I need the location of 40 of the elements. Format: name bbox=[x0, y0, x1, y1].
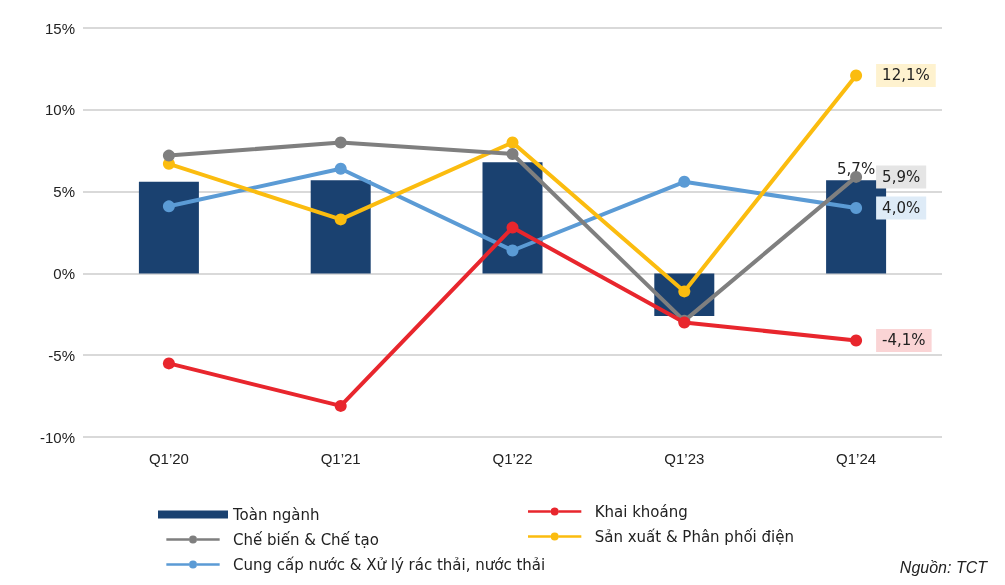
x-tick-label: Q1’24 bbox=[836, 450, 877, 467]
legend-label: Toàn ngành bbox=[232, 505, 320, 524]
point bbox=[162, 200, 175, 213]
x-tick-label: Q1’23 bbox=[664, 450, 705, 467]
point bbox=[506, 147, 519, 160]
x-tick-label: Q1’22 bbox=[492, 450, 533, 467]
point bbox=[506, 136, 519, 149]
y-tick-label: -5% bbox=[48, 346, 75, 364]
x-tick-label: Q1’21 bbox=[320, 450, 361, 467]
y-tick-label: 10% bbox=[44, 101, 75, 119]
y-tick-label: 15% bbox=[44, 19, 75, 37]
data-label: 5,9% bbox=[882, 167, 921, 186]
y-tick-label: -10% bbox=[39, 428, 75, 446]
data-label: 4,0% bbox=[882, 198, 921, 217]
bar bbox=[138, 181, 199, 274]
point bbox=[678, 175, 691, 188]
point bbox=[334, 136, 347, 149]
x-tick-label: Q1’20 bbox=[148, 450, 189, 467]
data-label: 5,7% bbox=[837, 159, 876, 178]
data-label: 12,1% bbox=[882, 66, 930, 85]
legend-label: Chế biến & Chế tạo bbox=[233, 530, 379, 549]
legend-label: Cung cấp nước & Xử lý rác thải, nước thải bbox=[233, 555, 546, 574]
data-label: -4,1% bbox=[882, 331, 926, 350]
point bbox=[850, 334, 863, 347]
text: Nguồn: TCT bbox=[899, 558, 989, 576]
point bbox=[850, 69, 863, 82]
point bbox=[334, 162, 347, 175]
point bbox=[334, 399, 347, 412]
point bbox=[850, 201, 863, 214]
point bbox=[506, 244, 519, 257]
y-tick-label: 0% bbox=[53, 264, 75, 282]
point bbox=[506, 221, 519, 234]
legend-label: Sản xuất & Phân phối điện bbox=[594, 527, 794, 546]
y-tick-label: 5% bbox=[53, 183, 75, 201]
point bbox=[334, 213, 347, 226]
point bbox=[678, 285, 691, 298]
point bbox=[162, 357, 175, 370]
bar bbox=[310, 180, 371, 274]
legend-label: Khai khoáng bbox=[594, 502, 688, 521]
point bbox=[162, 149, 175, 162]
